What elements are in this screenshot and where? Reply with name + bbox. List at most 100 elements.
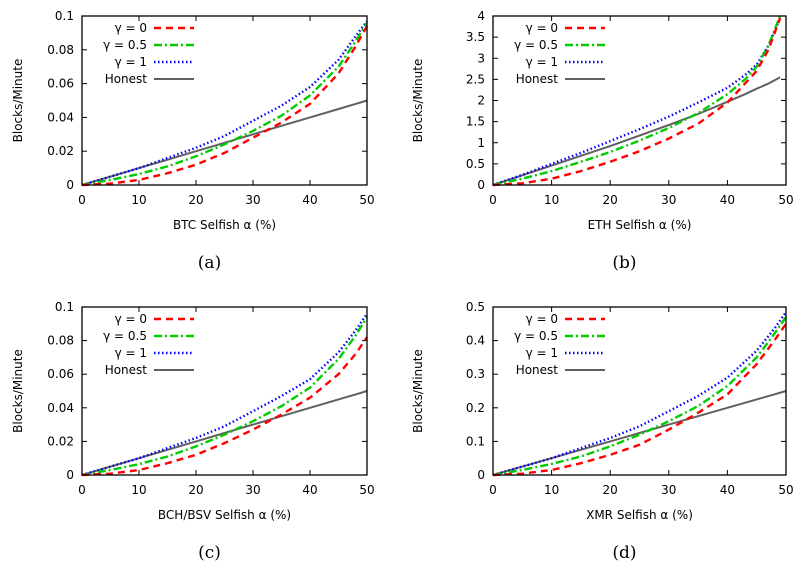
x-axis-title: ETH Selfish α (%): [588, 218, 692, 232]
x-tick-label: 40: [720, 193, 735, 207]
legend-label: γ = 0: [526, 312, 558, 326]
y-tick-label: 0.2: [466, 401, 485, 415]
chart-panel-b: 0 10 20 30 40 50 0 0.5 1 1.5 2 2.5 3 3.5 4 γ = 0 γ = 0.5…: [400, 0, 803, 283]
chart-d-svg: 0 10 20 30 40 50 0 0.1 0.2 0.3 0.4 0.5 γ = 0 γ = 0.5 γ…: [411, 300, 794, 563]
y-tick-label: 3.5: [466, 30, 485, 44]
y-tick-label: 1: [477, 136, 485, 150]
plot-frame: [81, 15, 368, 186]
y-tick-label: 4: [477, 9, 485, 23]
legend-label: γ = 0.5: [103, 38, 147, 52]
y-tick-label: 2: [477, 94, 485, 108]
x-tick-label: 20: [603, 193, 618, 207]
y-tick-label: 0: [66, 178, 74, 192]
x-tick-label: 30: [661, 193, 676, 207]
legend-label: Honest: [105, 363, 148, 377]
y-tick-label: 0.08: [47, 334, 74, 348]
chart-b-svg: 0 10 20 30 40 50 0 0.5 1 1.5 2 2.5 3 3.5 4 γ = 0 γ = 0.5…: [411, 9, 794, 273]
legend-label: γ = 0: [115, 21, 147, 35]
series-line-0.5: [492, 15, 782, 187]
series-line-0: [492, 323, 787, 477]
legend-label: γ = 1: [115, 55, 147, 69]
legend-label: γ = 0.5: [103, 329, 147, 343]
x-tick-label: 10: [131, 483, 146, 497]
chart-panel-c: 0 10 20 30 40 50 0 0.02 0.04 0.06 0.08 0.1 γ = 0 γ = …: [0, 290, 400, 566]
y-axis-title: Blocks/Minute: [411, 349, 425, 433]
y-tick-label: 0.1: [466, 434, 485, 448]
subfigure-caption: (b): [612, 253, 636, 273]
x-axis-title: BTC Selfish α (%): [173, 218, 276, 232]
y-tick-label: 0.5: [466, 157, 485, 171]
series-line-honest: [492, 76, 781, 186]
y-tick-label: 0.3: [466, 367, 485, 381]
y-axis-title: Blocks/Minute: [11, 59, 25, 143]
y-tick-label: 0: [477, 468, 485, 482]
plot-frame: [492, 15, 787, 186]
series-line-0: [492, 17, 782, 187]
series-line-1: [492, 17, 782, 187]
y-tick-label: 0.02: [47, 144, 74, 158]
series-line-honest: [492, 390, 787, 476]
y-tick-label: 1.5: [466, 115, 485, 129]
y-tick-label: 0.5: [466, 300, 485, 314]
x-axis-title: BCH/BSV Selfish α (%): [158, 508, 291, 522]
chart-panel-d: 0 10 20 30 40 50 0 0.1 0.2 0.3 0.4 0.5 γ = 0 γ = 0.5 γ…: [400, 290, 803, 566]
x-tick-label: 10: [544, 193, 559, 207]
legend-label: γ = 0: [115, 312, 147, 326]
x-tick-label: 20: [188, 483, 203, 497]
subfigure-caption: (d): [612, 543, 636, 563]
legend-label: Honest: [516, 363, 559, 377]
y-tick-label: 0.1: [55, 300, 74, 314]
y-axis-title: Blocks/Minute: [11, 349, 25, 433]
chart-a-svg: 0 10 20 30 40 50 0 0.02 0.04 0.06 0.08 0.1 γ = 0 γ = …: [11, 9, 375, 273]
x-tick-label: 30: [245, 483, 260, 497]
subfigure-caption: (c): [198, 543, 221, 563]
x-tick-label: 10: [131, 193, 146, 207]
x-tick-label: 30: [245, 193, 260, 207]
plot-frame: [81, 306, 368, 476]
series-line-0.5: [492, 316, 787, 477]
y-tick-label: 0.4: [466, 334, 485, 348]
legend-label: γ = 0.5: [514, 38, 558, 52]
x-tick-label: 40: [302, 193, 317, 207]
series-line-0: [81, 336, 368, 477]
x-tick-label: 0: [489, 193, 497, 207]
plot-frame: [492, 306, 787, 476]
legend-label: γ = 1: [526, 346, 558, 360]
legend-label: Honest: [105, 72, 148, 86]
y-axis-title: Blocks/Minute: [411, 59, 425, 143]
y-tick-label: 0.06: [47, 77, 74, 91]
y-tick-label: 2.5: [466, 72, 485, 86]
x-tick-label: 50: [359, 193, 374, 207]
x-tick-label: 40: [302, 483, 317, 497]
y-tick-label: 3: [477, 51, 485, 65]
legend-label: γ = 0: [526, 21, 558, 35]
legend-label: γ = 1: [115, 346, 147, 360]
series-line-0.5: [81, 22, 369, 187]
y-tick-label: 0.1: [55, 9, 74, 23]
y-tick-label: 0: [477, 178, 485, 192]
series-line-1: [81, 313, 368, 477]
y-tick-label: 0.04: [47, 401, 74, 415]
subfigure-caption: (a): [198, 253, 221, 273]
y-tick-label: 0.04: [47, 110, 74, 124]
chart-c-svg: 0 10 20 30 40 50 0 0.02 0.04 0.06 0.08 0.1 γ = 0 γ = …: [11, 300, 375, 563]
x-tick-label: 50: [778, 193, 793, 207]
legend-label: γ = 0.5: [514, 329, 558, 343]
legend-label: γ = 1: [526, 55, 558, 69]
y-tick-label: 0.02: [47, 434, 74, 448]
x-tick-label: 20: [188, 193, 203, 207]
x-tick-label: 0: [489, 483, 497, 497]
series-line-0.5: [81, 316, 369, 477]
y-tick-label: 0.06: [47, 367, 74, 381]
x-tick-label: 20: [603, 483, 618, 497]
chart-panel-a: 0 10 20 30 40 50 0 0.02 0.04 0.06 0.08 0.1 γ = 0 γ = …: [0, 0, 400, 283]
series-line-0: [81, 25, 369, 187]
x-tick-label: 50: [778, 483, 793, 497]
x-tick-label: 0: [78, 483, 86, 497]
x-tick-label: 40: [720, 483, 735, 497]
x-axis-title: XMR Selfish α (%): [586, 508, 693, 522]
x-tick-label: 50: [359, 483, 374, 497]
legend-label: Honest: [516, 72, 559, 86]
x-tick-label: 10: [544, 483, 559, 497]
y-tick-label: 0.08: [47, 43, 74, 57]
